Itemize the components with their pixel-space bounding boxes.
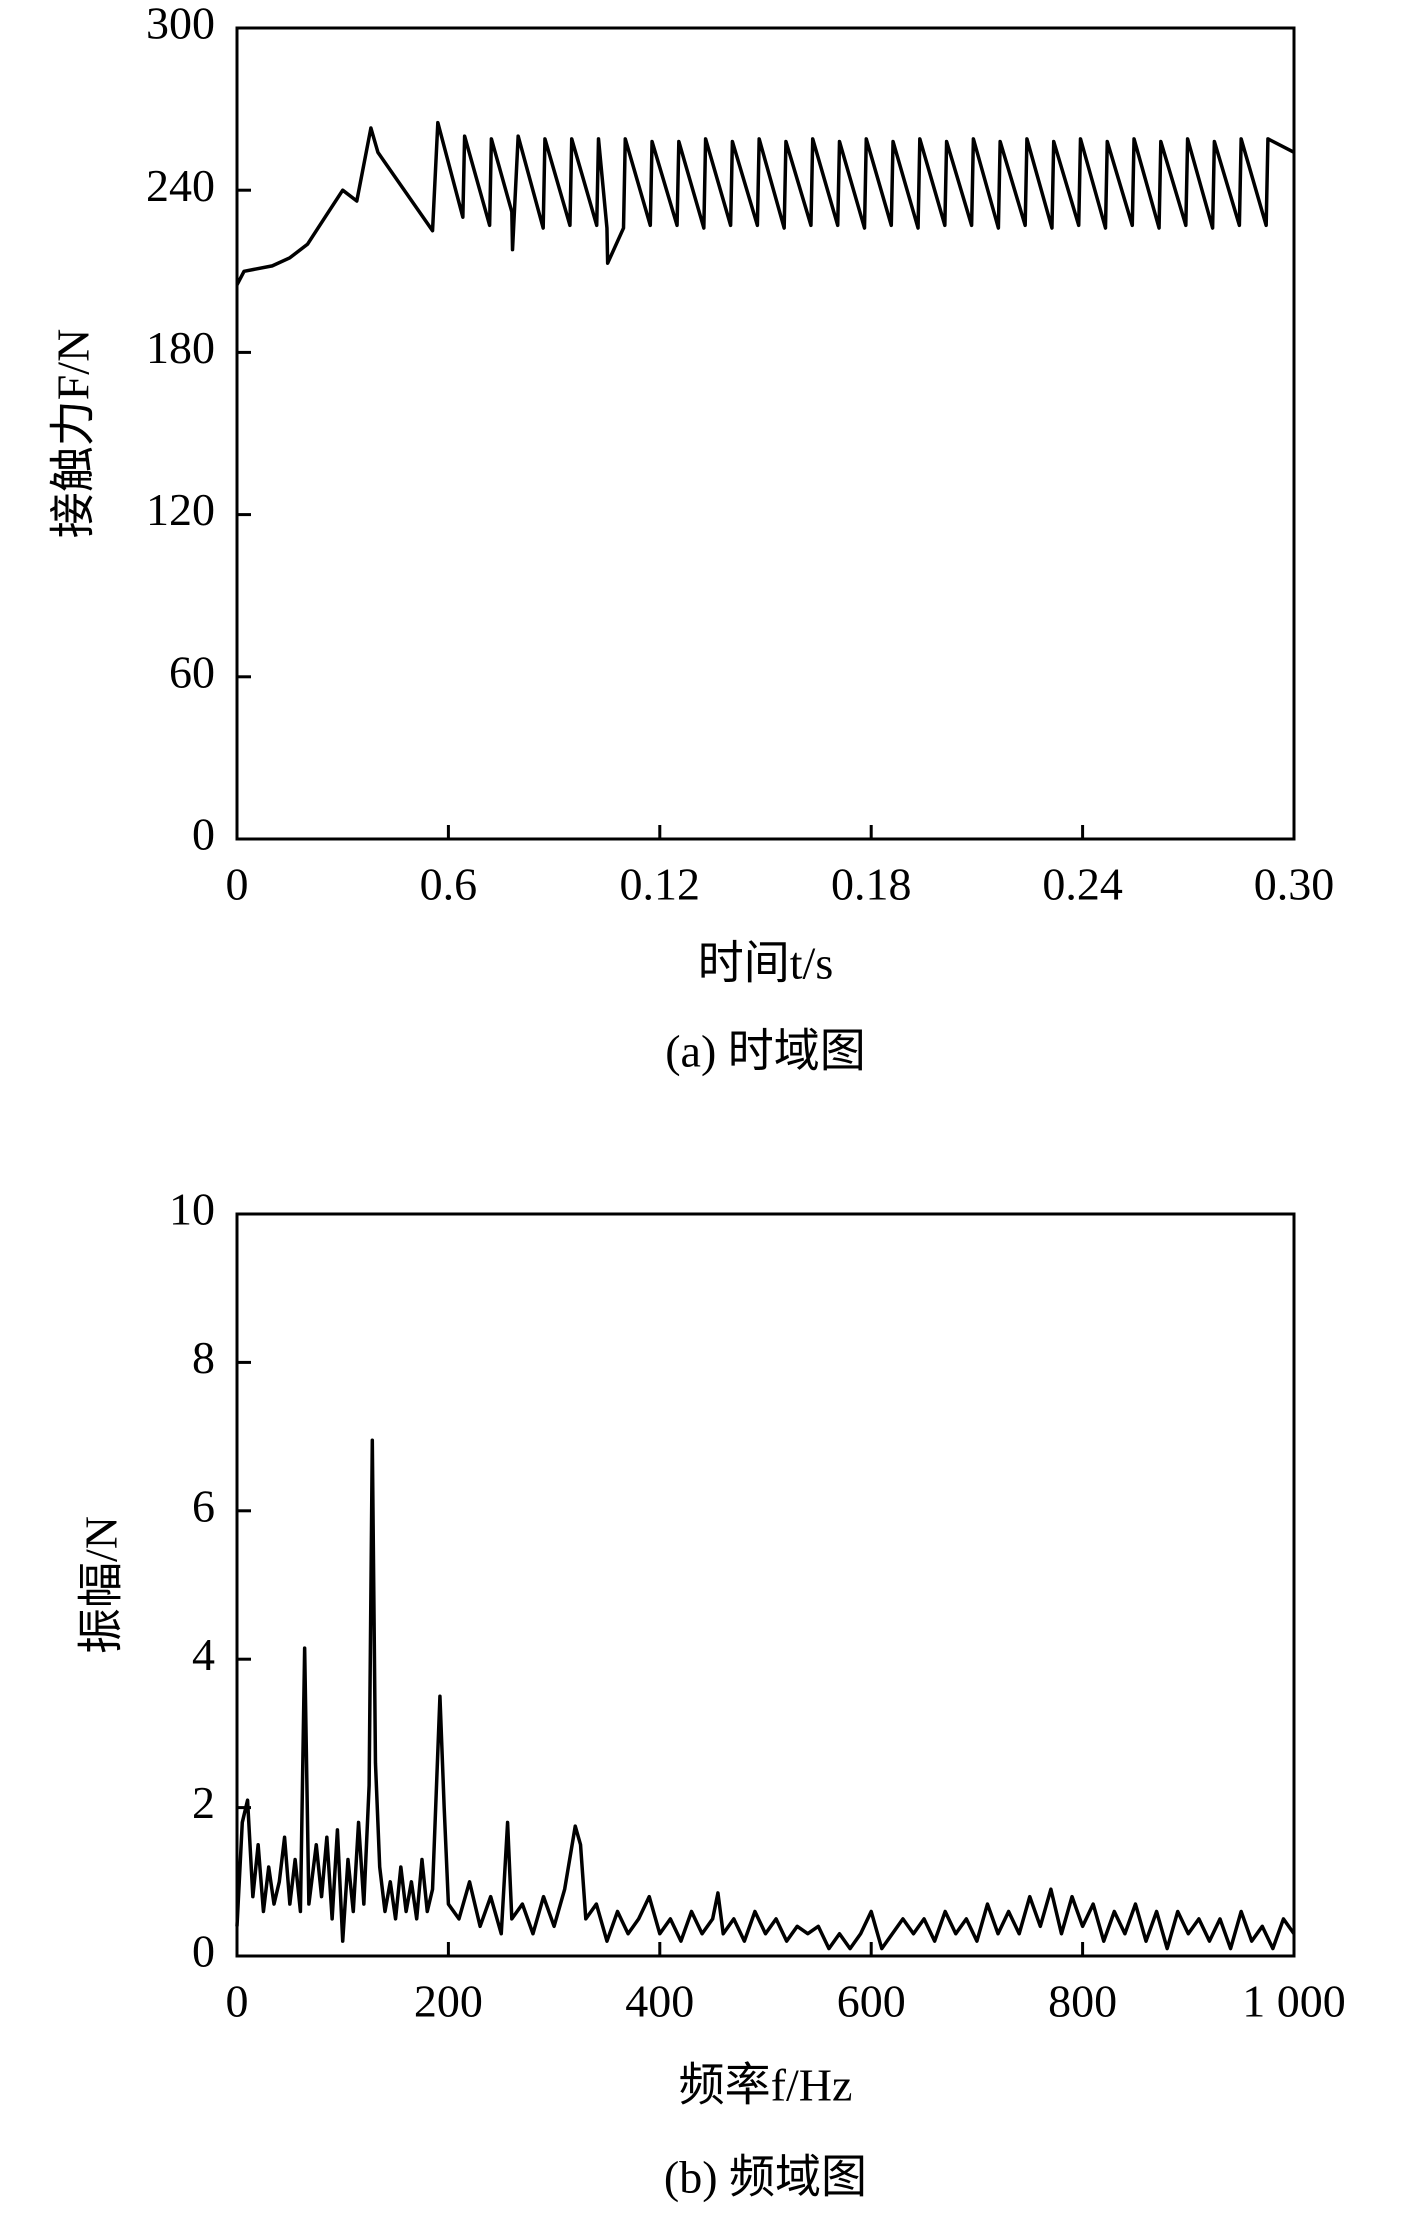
chart: 0 200 400 600 800 1 000 0 2 4 6 8 10 频率f/Hz 振幅/N (b) 频… — [76, 1184, 1346, 2203]
x-axis-label: 时间t/s — [698, 938, 833, 989]
y-tick-label: 240 — [146, 160, 215, 211]
plot-frame — [235, 26, 1296, 841]
y-tick-label: 4 — [192, 1629, 215, 1680]
x-tick-label: 0 — [226, 859, 249, 910]
y-tick-label: 0 — [192, 1926, 215, 1977]
caption: (b) 频域图 — [664, 2152, 867, 2203]
x-tick-label: 0.12 — [620, 859, 701, 910]
y-tick-label: 60 — [169, 646, 215, 697]
y-tick-label: 300 — [146, 0, 215, 49]
y-tick-label: 180 — [146, 322, 215, 373]
x-tick-label: 200 — [414, 1976, 483, 2027]
data-line — [235, 1438, 1296, 1951]
y-tick-label: 2 — [192, 1777, 215, 1828]
data-line — [235, 120, 1295, 286]
x-tick-label: 800 — [1048, 1976, 1117, 2027]
y-axis-label: 接触力F/N — [48, 329, 99, 539]
y-tick-label: 10 — [169, 1184, 215, 1235]
x-tick-label: 0.24 — [1042, 859, 1123, 910]
x-axis-label: 频率f/Hz — [679, 2060, 853, 2111]
y-tick-label: 120 — [146, 484, 215, 535]
x-tick-label: 1 000 — [1242, 1976, 1346, 2027]
y-tick-label: 8 — [192, 1332, 215, 1383]
x-tick-label: 400 — [625, 1976, 694, 2027]
x-tick-label: 0.18 — [831, 859, 912, 910]
x-tick-label: 0.6 — [420, 859, 478, 910]
x-tick-label: 0 — [226, 1976, 249, 2027]
y-tick-label: 6 — [192, 1480, 215, 1531]
y-tick-label: 0 — [192, 809, 215, 860]
x-tick-label: 600 — [837, 1976, 906, 2027]
y-axis-label: 振幅/N — [76, 1516, 127, 1654]
x-tick-label: 0.30 — [1254, 859, 1335, 910]
caption: (a) 时域图 — [665, 1026, 866, 1077]
plot-frame — [235, 1212, 1296, 1958]
chart: 0 0.6 0.12 0.18 0.24 0.30 0 60 120 180 240 300 时间t/s… — [48, 0, 1335, 1077]
